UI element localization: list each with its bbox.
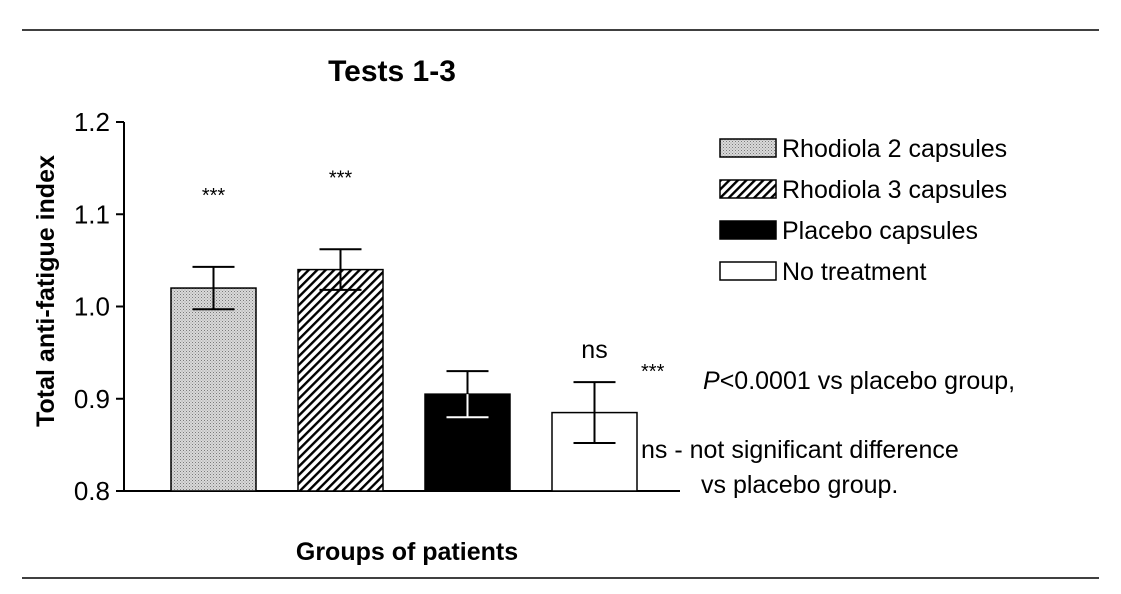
y-axis-label: Total anti-fatigue index: [32, 155, 60, 427]
legend-label: Rhodiola 2 capsules: [782, 135, 1007, 163]
legend-label: Placebo capsules: [782, 217, 978, 245]
footnote-ns-line1: ns - not significant difference: [641, 436, 959, 464]
footnote-ns-line2: vs placebo group.: [701, 471, 898, 499]
bar: [170, 287, 257, 492]
x-axis-label: Groups of patients: [296, 538, 518, 566]
footnote-p-symbol: P: [703, 367, 720, 395]
footnote-p-rest: <0.0001 vs placebo group,: [720, 367, 1015, 395]
y-tick-label: 1.0: [74, 292, 110, 322]
legend-swatch: [719, 261, 777, 281]
y-tick-label: 1.2: [74, 107, 110, 137]
chart-title: Tests 1-3: [328, 55, 456, 88]
legend-swatch: [719, 138, 777, 158]
legend-swatch: [719, 179, 777, 199]
bar: [297, 268, 384, 492]
bar-annotation: ***: [202, 185, 226, 207]
y-tick-label: 1.1: [74, 199, 110, 229]
legend-label: No treatment: [782, 258, 927, 286]
legend-swatch: [719, 220, 777, 240]
y-tick-label: 0.9: [74, 384, 110, 414]
bar-annotation: ***: [329, 167, 353, 189]
bar-annotation: ns: [581, 336, 607, 364]
y-tick-label: 0.8: [74, 476, 110, 506]
footnote-star-text: P<0.0001 vs placebo group,: [703, 367, 1015, 395]
legend-label: Rhodiola 3 capsules: [782, 176, 1007, 204]
footnote-star-symbol: ***: [641, 361, 665, 383]
